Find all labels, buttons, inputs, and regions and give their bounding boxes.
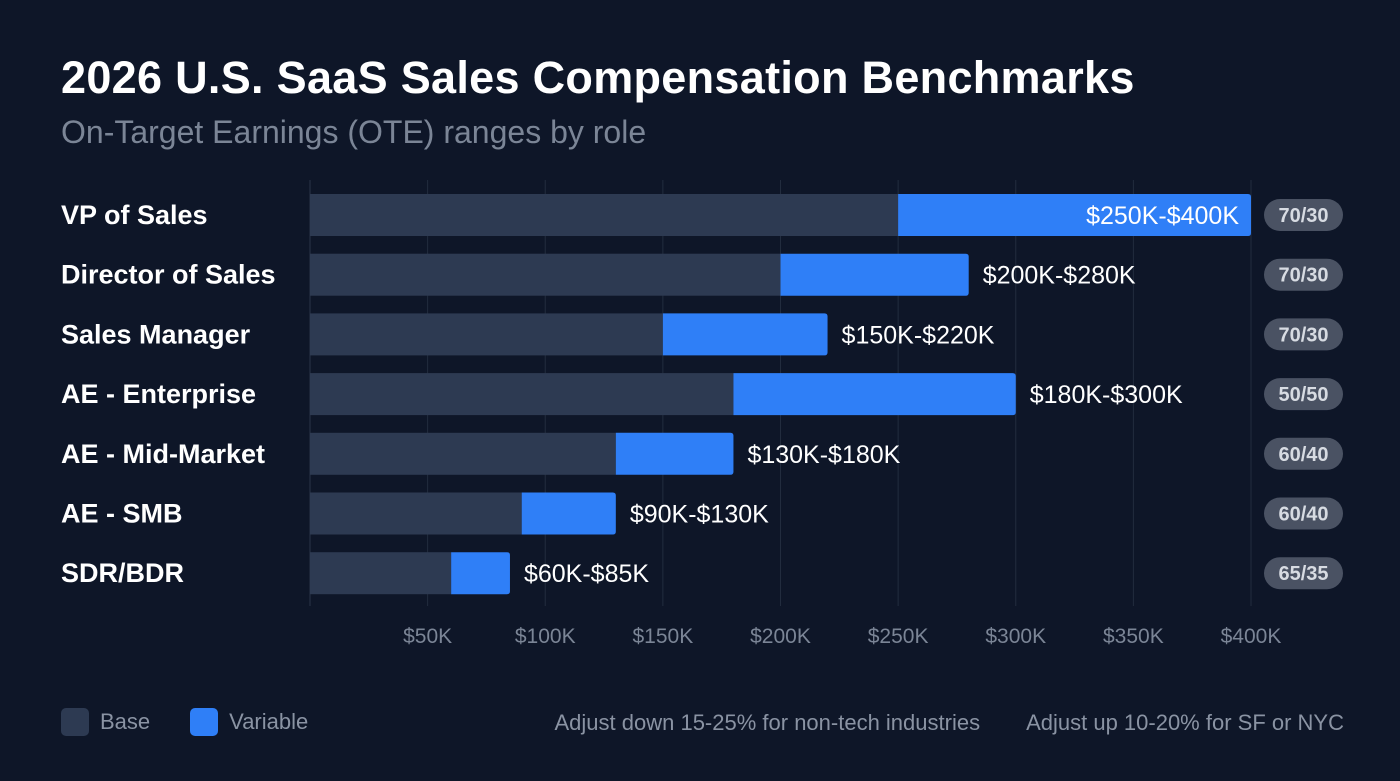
legend-swatch-base [61, 708, 89, 736]
category-label: VP of Sales [61, 200, 208, 230]
bar-base [310, 492, 522, 535]
footnotes: Adjust down 15-25% for non-tech industri… [555, 710, 1345, 736]
bar-variable [615, 432, 734, 475]
bar-variable [521, 492, 616, 535]
split-badge [1264, 497, 1343, 530]
legend-label-variable: Variable [229, 709, 309, 734]
x-tick-label: $100K [515, 625, 576, 648]
category-label: AE - SMB [61, 499, 183, 529]
range-label: $180K-$300K [1030, 381, 1183, 409]
range-label: $60K-$85K [524, 560, 649, 588]
range-label: $130K-$180K [747, 441, 900, 469]
bar-base [310, 552, 452, 595]
x-tick-label: $300K [985, 625, 1046, 648]
x-tick-label: $250K [868, 625, 929, 648]
bar-base [310, 194, 899, 236]
category-label: AE - Enterprise [61, 379, 256, 409]
range-label: $150K-$220K [842, 321, 995, 349]
split-badge-text: 60/40 [1278, 504, 1328, 526]
bar-base [310, 253, 781, 296]
x-tick-label: $350K [1103, 625, 1164, 648]
legend-swatch-variable [190, 708, 219, 736]
note-non-tech: Adjust down 15-25% for non-tech industri… [554, 710, 981, 735]
split-badge-text: 70/30 [1278, 205, 1328, 227]
chart-title: 2026 U.S. SaaS Sales Compensation Benchm… [61, 52, 1135, 103]
note-sf-nyc: Adjust up 10-20% for SF or NYC [1026, 710, 1344, 735]
split-badge-text: 60/40 [1278, 444, 1328, 466]
category-label: Director of Sales [61, 260, 276, 290]
split-badge-text: 65/35 [1278, 563, 1328, 585]
bar-variable [780, 253, 969, 296]
bar-base [310, 373, 734, 416]
bar-base [310, 313, 663, 356]
x-tick-label: $200K [750, 625, 811, 648]
split-badge-text: 70/30 [1278, 324, 1328, 346]
bar-variable [898, 194, 1251, 236]
x-tick-label: $150K [633, 625, 694, 648]
x-tick-label: $400K [1221, 625, 1282, 648]
bar-variable [733, 373, 1016, 416]
category-label: SDR/BDR [61, 558, 184, 588]
split-badge-text: 70/30 [1278, 265, 1328, 287]
range-label: $90K-$130K [630, 501, 769, 529]
range-label: $250K-$400K [1086, 202, 1239, 230]
bar-variable [451, 552, 510, 595]
x-tick-label: $50K [403, 625, 452, 648]
bar-variable [662, 313, 828, 356]
split-badge [1264, 199, 1343, 231]
legend: Base Variable [61, 708, 308, 736]
split-badge [1264, 258, 1343, 291]
split-badge [1264, 318, 1343, 351]
range-label: $200K-$280K [983, 262, 1136, 290]
category-label: Sales Manager [61, 319, 251, 349]
split-badge [1264, 557, 1343, 590]
split-badge [1264, 378, 1343, 411]
split-badge [1264, 437, 1343, 470]
legend-label-base: Base [100, 709, 151, 734]
bar-base [310, 432, 616, 475]
category-label: AE - Mid-Market [61, 439, 265, 469]
chart-subtitle: On-Target Earnings (OTE) ranges by role [61, 114, 647, 150]
split-badge-text: 50/50 [1278, 384, 1328, 406]
